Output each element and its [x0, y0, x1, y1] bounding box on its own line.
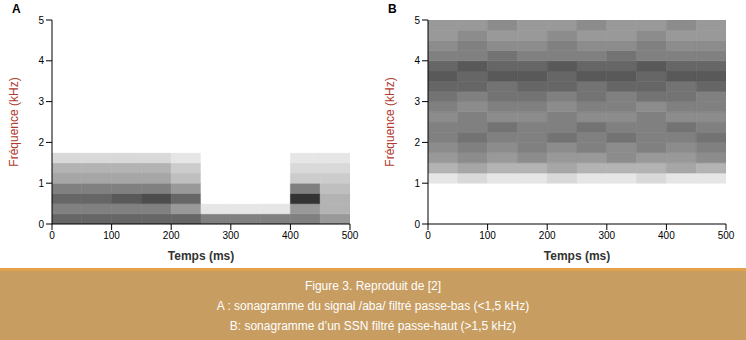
svg-text:4: 4 — [414, 55, 420, 66]
svg-text:500: 500 — [718, 230, 735, 241]
svg-text:5: 5 — [38, 15, 44, 26]
svg-text:300: 300 — [598, 230, 615, 241]
svg-text:3: 3 — [38, 96, 44, 107]
svg-text:5: 5 — [414, 15, 420, 26]
svg-text:Temps (ms): Temps (ms) — [544, 249, 610, 263]
html-text:B: sonagramme d’un SSN filtré: B: sonagramme d’un SSN filtré passe-haut… — [229, 319, 517, 333]
svg-text:1: 1 — [414, 178, 420, 189]
svg-text:4: 4 — [38, 55, 44, 66]
svg-text:0: 0 — [414, 219, 420, 230]
svg-text:100: 100 — [103, 230, 120, 241]
svg-text:500: 500 — [342, 230, 359, 241]
svg-text:3: 3 — [414, 96, 420, 107]
svg-text:2: 2 — [38, 137, 44, 148]
svg-text:100: 100 — [479, 230, 496, 241]
html-text:A : sonagramme du signal /aba/: A : sonagramme du signal /aba/ filtré pa… — [216, 299, 530, 313]
svg-text:1: 1 — [38, 178, 44, 189]
svg-text:0: 0 — [49, 230, 55, 241]
html-text:Figure 3. Reproduit de [2]: Figure 3. Reproduit de [2] — [305, 279, 441, 293]
svg-text:400: 400 — [282, 230, 299, 241]
svg-text:200: 200 — [163, 230, 180, 241]
svg-text:300: 300 — [222, 230, 239, 241]
svg-text:2: 2 — [414, 137, 420, 148]
html-text:B: B — [388, 2, 397, 16]
svg-text:Fréquence (kHz): Fréquence (kHz) — [383, 77, 397, 166]
svg-text:200: 200 — [539, 230, 556, 241]
html-text:A: A — [12, 2, 21, 16]
svg-text:Fréquence (kHz): Fréquence (kHz) — [7, 77, 21, 166]
svg-text:0: 0 — [38, 219, 44, 230]
svg-text:0: 0 — [425, 230, 431, 241]
svg-text:Temps (ms): Temps (ms) — [168, 249, 234, 263]
svg-text:400: 400 — [658, 230, 675, 241]
